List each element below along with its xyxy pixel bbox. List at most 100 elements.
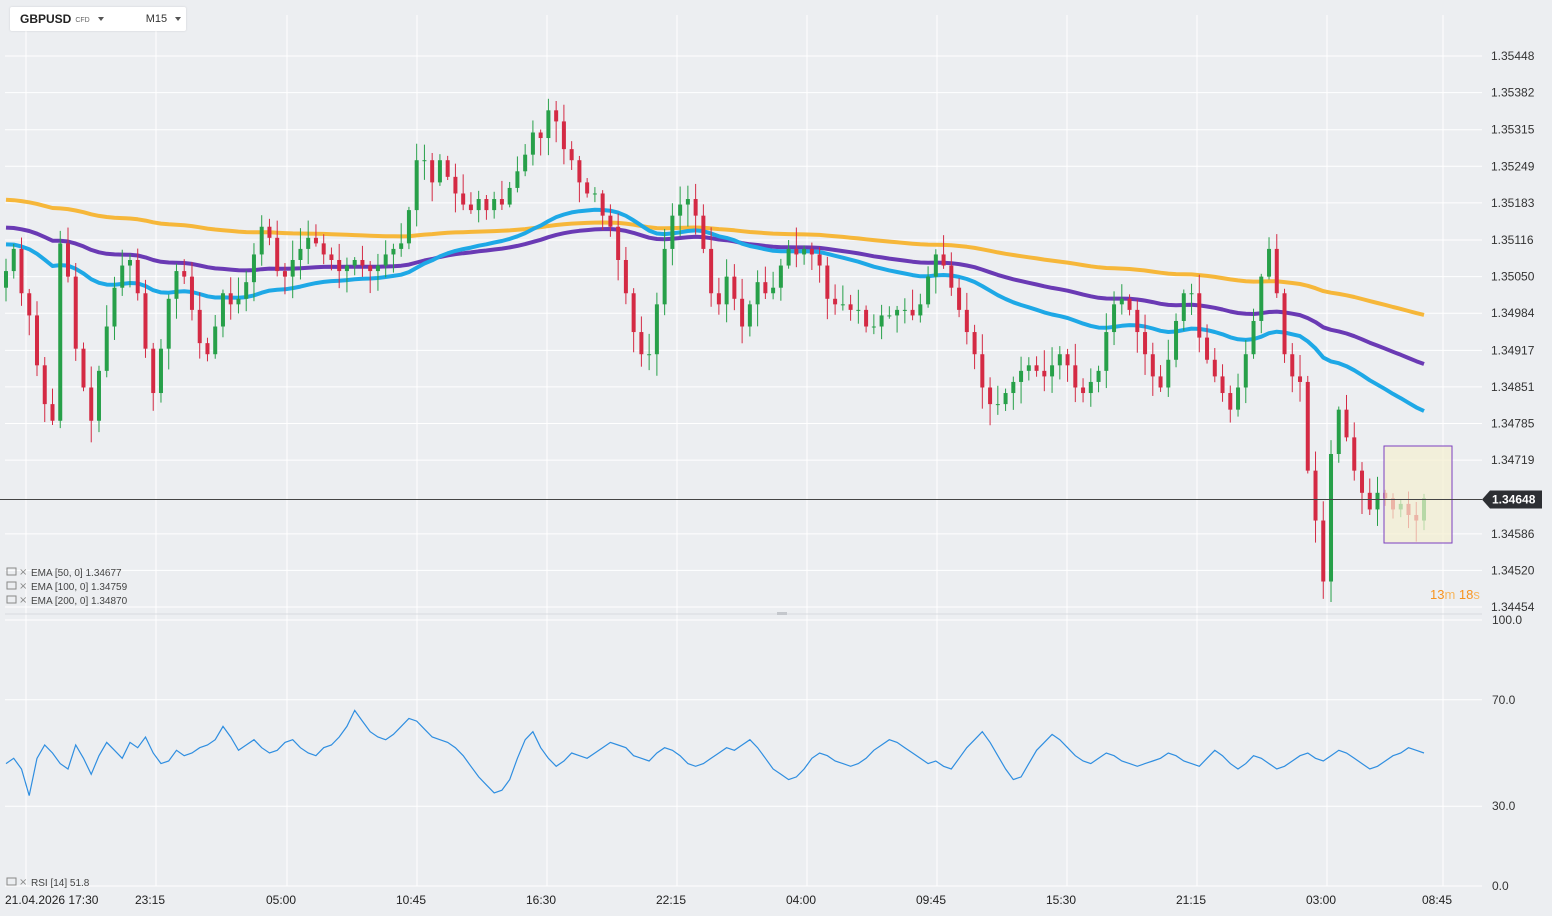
candle-body: [251, 254, 256, 283]
legend-rsi-label: RSI [14] 51.8: [31, 878, 90, 889]
close-icon[interactable]: ×: [19, 581, 27, 592]
candle-body: [972, 332, 977, 355]
candle-body: [933, 254, 938, 277]
candle-body: [833, 298, 838, 305]
candle-body: [1166, 359, 1171, 388]
chevron-down-icon[interactable]: [175, 17, 182, 21]
ema-lines: [5, 197, 1425, 413]
candle-body: [778, 265, 783, 288]
candle-body: [1181, 293, 1186, 321]
close-icon[interactable]: ×: [19, 877, 27, 888]
candle-body: [499, 199, 504, 205]
candle-body: [716, 293, 721, 305]
candle-body: [685, 199, 690, 205]
candle-body: [530, 132, 535, 155]
candle-body: [445, 160, 450, 177]
candle-body: [104, 326, 109, 371]
time-tick-label: 22:15: [656, 893, 686, 907]
current-price-marker: [1482, 490, 1542, 509]
candle-body: [608, 215, 613, 227]
candle-body: [701, 215, 706, 249]
candle-body: [554, 110, 559, 122]
candle-body: [918, 304, 923, 316]
candle-body: [995, 404, 1000, 406]
grid: [5, 15, 1482, 887]
candle-body: [902, 309, 907, 311]
candle-body: [1104, 332, 1109, 371]
axes: 1.35448 1.35382 1.35315 1.35249 1.35183 1.351…: [5, 49, 1535, 907]
candle-body: [647, 354, 652, 356]
settings-icon[interactable]: [6, 567, 17, 576]
legend-ema-50-label: EMA [50, 0] 1.34677: [31, 568, 122, 579]
rsi-tick-label: 100.0: [1492, 613, 1522, 627]
price-tick-label: 1.34454: [1491, 600, 1535, 614]
candle-body: [1057, 354, 1062, 366]
candle-body: [1282, 293, 1287, 355]
candle-body: [96, 370, 101, 421]
candle-body: [236, 298, 241, 305]
timeframe-selector[interactable]: M15: [145, 13, 168, 25]
settings-icon[interactable]: [6, 595, 17, 604]
candle-body: [1143, 332, 1148, 355]
pane-resize-handle[interactable]: [777, 612, 787, 615]
candle-body: [1228, 393, 1233, 410]
countdown-part: 13: [1430, 587, 1444, 602]
candle-body: [840, 304, 845, 306]
chevron-down-icon[interactable]: [97, 17, 104, 21]
candle-body: [259, 226, 264, 255]
settings-icon[interactable]: [6, 877, 17, 886]
close-icon[interactable]: ×: [19, 595, 27, 606]
candle-body: [484, 199, 489, 211]
candle-body: [732, 276, 737, 299]
candle-body: [538, 132, 543, 139]
candle-body: [856, 309, 861, 311]
close-icon[interactable]: ×: [19, 567, 27, 578]
price-tick-label: 1.35382: [1491, 86, 1535, 100]
candle-body: [848, 304, 853, 310]
candle-body: [817, 254, 822, 266]
candle-body: [120, 265, 125, 288]
candle-body: [1267, 248, 1272, 277]
candle-body: [406, 210, 411, 244]
settings-icon[interactable]: [6, 581, 17, 590]
candle-body: [1290, 354, 1295, 377]
candle-body: [383, 254, 388, 266]
candle-body: [34, 315, 39, 366]
candle-body: [802, 248, 807, 255]
candle-body: [949, 265, 954, 288]
price-tick-label: 1.35448: [1491, 49, 1535, 63]
candle-body: [1236, 387, 1241, 410]
candle-body: [616, 226, 621, 260]
candle-body: [1259, 276, 1264, 321]
candle-body: [58, 243, 63, 421]
candle-body: [399, 243, 404, 249]
candle-body: [127, 259, 132, 266]
candle-body: [290, 259, 295, 277]
candle-body: [1127, 298, 1132, 310]
rsi-pane: [5, 709, 1425, 796]
candle-body: [895, 309, 900, 316]
legend-rsi: × RSI [14] 51.8: [6, 877, 90, 889]
time-tick-label: 09:45: [916, 893, 946, 907]
candle-body: [988, 387, 993, 405]
latest-candles-highlight: [1383, 445, 1453, 544]
candle-body: [244, 282, 249, 299]
candle-body: [561, 121, 566, 150]
price-tick-label: 1.34785: [1491, 417, 1535, 431]
candle-body: [678, 204, 683, 216]
candle-body: [926, 276, 931, 305]
candle-body: [81, 348, 86, 388]
candle-body: [42, 365, 47, 405]
time-tick-label: 15:30: [1046, 893, 1076, 907]
symbol-selector[interactable]: GBPUSD: [20, 12, 72, 26]
countdown-part: 18: [1455, 587, 1473, 602]
candle-body: [1065, 354, 1070, 366]
candle-body: [151, 348, 156, 394]
candle-body: [1088, 381, 1093, 394]
candle-body: [89, 387, 94, 421]
candle-body: [375, 265, 380, 272]
candle-body: [809, 248, 814, 255]
candle-body: [794, 248, 799, 255]
candle-body: [321, 243, 326, 255]
